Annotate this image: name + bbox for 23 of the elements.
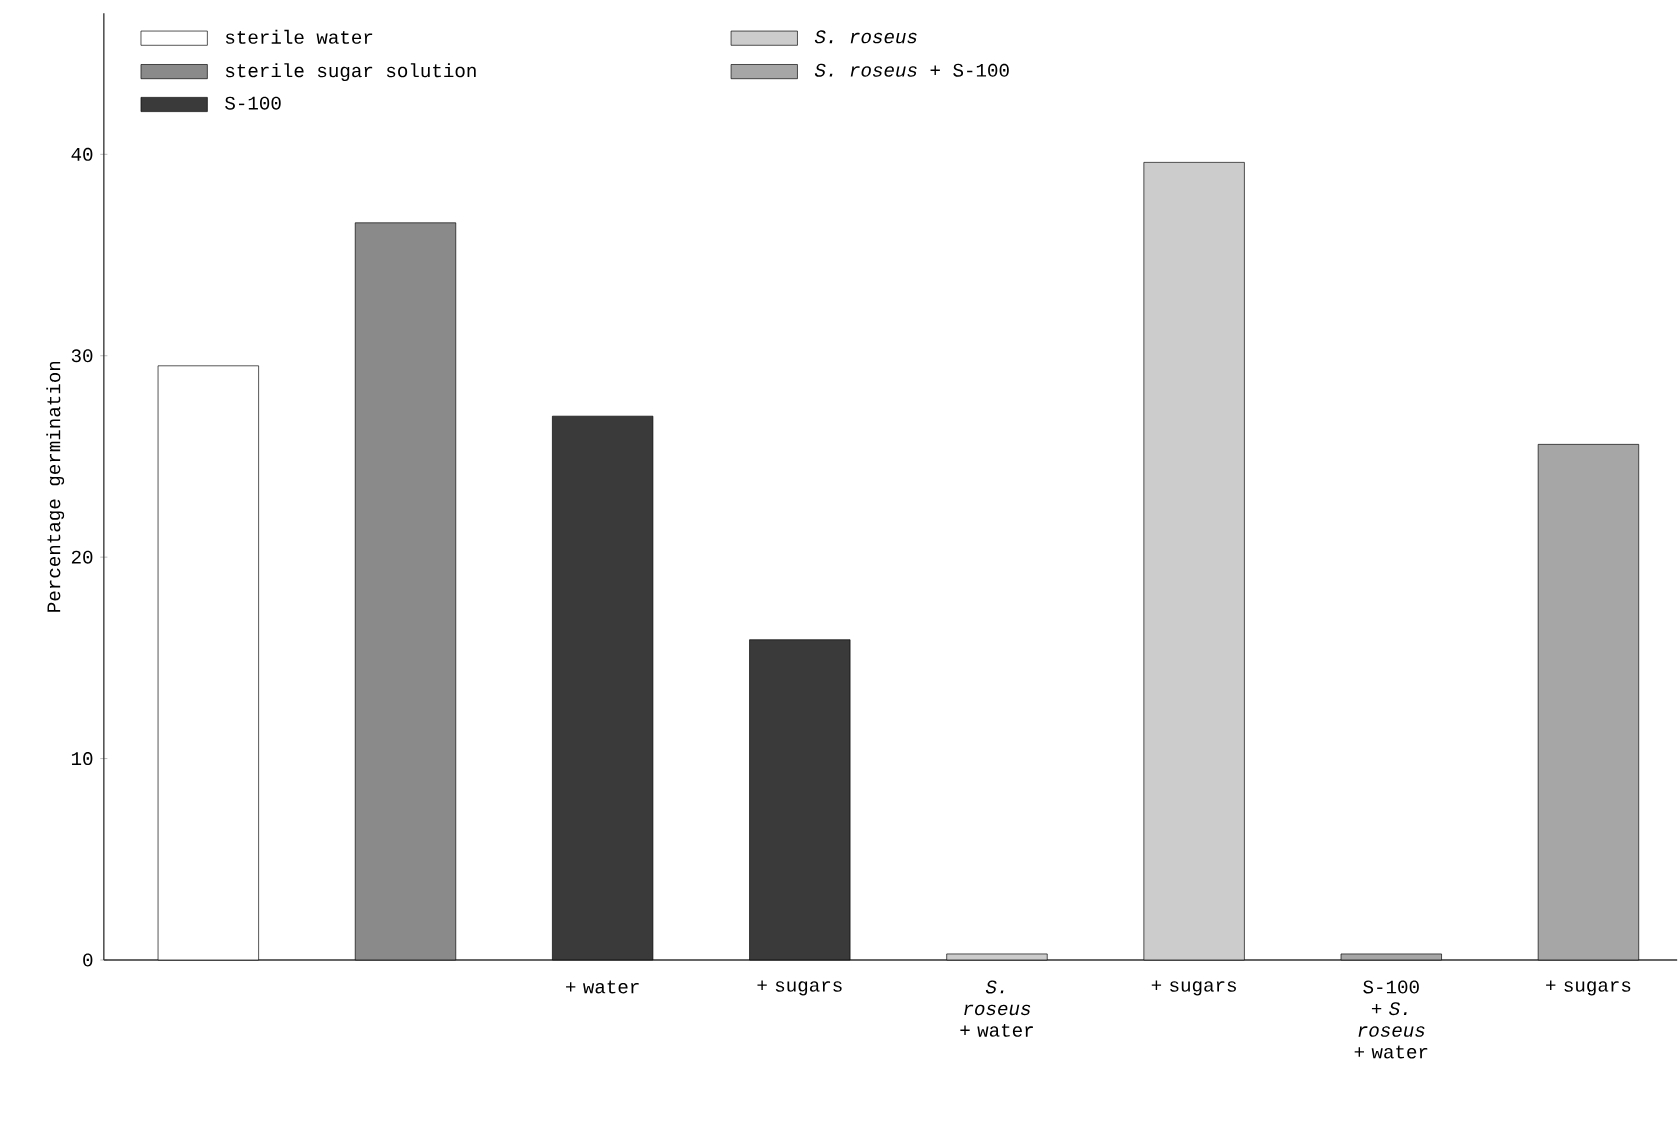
y-axis-title: Percentage germination [46,361,65,612]
bar [1537,444,1640,961]
bar [157,365,259,961]
bar [946,953,1048,961]
legend-label: sterile water [225,29,373,44]
legend-label: S-100 [225,96,281,110]
y-tick-label: 30 [71,349,93,363]
y-tick-label: 40 [71,147,93,161]
x-tick-label: + sugars [1546,980,1631,996]
legend-label: sterile sugar solution [225,63,476,82]
bar [1143,162,1245,961]
bar [1340,953,1442,961]
x-tick-label: + sugars [757,980,842,996]
y-tick-label: 20 [71,550,93,564]
y-tick-label: 10 [71,752,93,766]
y-tick-label: 0 [83,953,93,967]
legend-label: S. roseus + S-100 [814,63,1009,77]
legend-label: S. roseus [814,30,917,44]
x-tick-label: S-100 + S. roseus + water [1354,980,1428,1059]
bar [354,222,457,961]
x-tick-label: S. roseus + water [960,980,1033,1037]
x-tick-label: + water [566,980,639,994]
x-tick-label: + sugars [1151,980,1236,996]
